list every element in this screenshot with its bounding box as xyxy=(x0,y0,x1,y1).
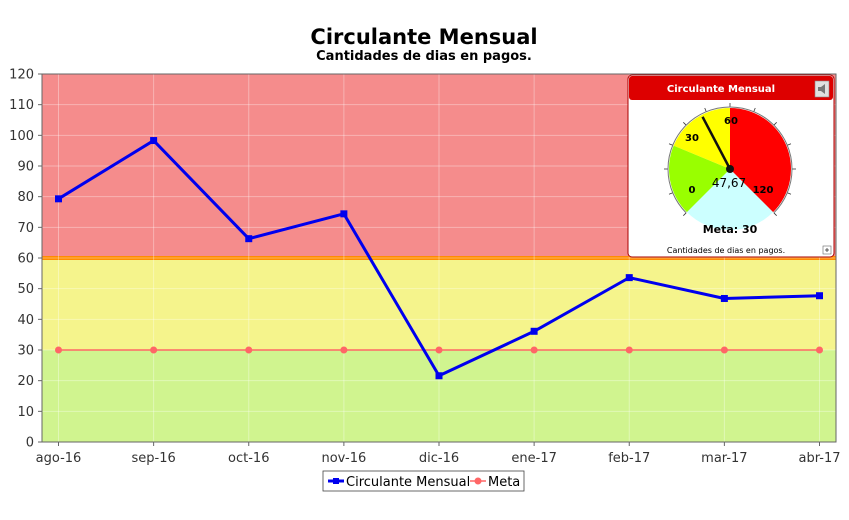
y-tick-label: 90 xyxy=(17,160,34,175)
expand-icon[interactable] xyxy=(822,245,832,255)
meta-point[interactable] xyxy=(435,346,443,354)
x-tick-label: oct-16 xyxy=(228,451,269,466)
gauge-widget: Circulante Mensual 0 30 60 120 47,67 Meta: … xyxy=(627,74,835,258)
gauge-meta: Meta: 30 xyxy=(703,223,758,236)
circulante-point[interactable] xyxy=(150,137,158,145)
x-tick-label: abr-17 xyxy=(799,451,841,466)
x-tick-label: feb-17 xyxy=(608,451,650,466)
meta-point[interactable] xyxy=(530,346,538,354)
y-tick-label: 120 xyxy=(9,68,34,83)
speaker-icon[interactable] xyxy=(814,80,830,98)
gauge-title: Circulante Mensual xyxy=(667,84,775,95)
gauge-tick xyxy=(683,212,687,216)
gauge-label: 0 xyxy=(689,185,696,196)
series-group xyxy=(55,137,823,380)
circulante-point[interactable] xyxy=(625,274,633,282)
y-tick-label: 20 xyxy=(17,374,34,389)
gauge-dial: 0 30 60 120 xyxy=(664,103,796,230)
y-tick-label: 30 xyxy=(17,344,34,359)
legend-item-meta[interactable]: Meta xyxy=(470,475,520,490)
legend-label-series: Circulante Mensual xyxy=(346,475,470,490)
circulante-point[interactable] xyxy=(55,195,62,203)
gauge-zone-0 xyxy=(668,145,730,213)
x-tick-label: dic-16 xyxy=(419,451,459,466)
chart-subtitle: Cantidades de dias en pagos. xyxy=(316,49,532,64)
gauge-tick xyxy=(683,122,687,126)
meta-point[interactable] xyxy=(816,346,823,354)
band-0 xyxy=(42,350,836,442)
band-1 xyxy=(42,258,836,350)
y-tick-label: 10 xyxy=(17,405,34,420)
y-tick-label: 0 xyxy=(26,436,34,451)
legend: Circulante Mensual Meta xyxy=(322,470,525,492)
gauge-zone-1 xyxy=(673,107,730,169)
meta-point[interactable] xyxy=(245,346,253,354)
x-tick-label: ago-16 xyxy=(36,451,82,466)
gauge-header xyxy=(629,76,833,100)
gauge-label: 120 xyxy=(753,185,774,196)
gauge-needle xyxy=(701,116,732,170)
circulante-point[interactable] xyxy=(340,210,348,218)
meta-point[interactable] xyxy=(625,346,633,354)
x-axis: ago-16 sep-16 oct-16 nov-16 dic-16 ene-17 feb-… xyxy=(36,442,841,466)
x-tick-label: sep-16 xyxy=(131,451,175,466)
gauge-hub xyxy=(726,165,734,173)
legend-item-series[interactable]: Circulante Mensual xyxy=(328,475,470,490)
x-tick-label: ene-17 xyxy=(511,451,556,466)
y-tick-label: 110 xyxy=(9,98,34,113)
circulante-point[interactable] xyxy=(816,292,823,300)
circulante-point[interactable] xyxy=(530,327,538,335)
meta-point[interactable] xyxy=(55,346,62,354)
gauge-tick xyxy=(773,212,777,216)
meta-point[interactable] xyxy=(150,346,158,354)
y-tick-label: 50 xyxy=(17,282,34,297)
gauge-label: 30 xyxy=(685,133,699,144)
circulante-point[interactable] xyxy=(435,372,443,380)
meta-point[interactable] xyxy=(720,346,728,354)
y-tick-label: 70 xyxy=(17,221,34,236)
circulante-point[interactable] xyxy=(720,294,728,302)
meta-point[interactable] xyxy=(340,346,348,354)
y-tick-label: 100 xyxy=(9,129,34,144)
y-tick-label: 80 xyxy=(17,190,34,205)
gauge-label: 60 xyxy=(724,116,738,127)
gauge-rim xyxy=(667,106,793,214)
gauge-zone-2 xyxy=(730,108,791,213)
y-tick-label: 60 xyxy=(17,252,34,267)
x-tick-label: nov-16 xyxy=(321,451,366,466)
gauge-tick xyxy=(773,122,777,126)
gauge-value: 47,67 xyxy=(712,176,746,190)
chart-title: Circulante Mensual xyxy=(310,25,537,49)
gauge-subtitle: Cantidades de dias en pagos. xyxy=(667,246,785,255)
y-axis: 0 10 20 30 40 50 60 70 80 90 100 110 120 xyxy=(9,68,42,451)
legend-label-meta: Meta xyxy=(488,475,520,490)
y-tick-label: 40 xyxy=(17,313,34,328)
x-tick-label: mar-17 xyxy=(701,451,747,466)
legend-box xyxy=(322,470,525,492)
circulante-point[interactable] xyxy=(245,235,253,243)
